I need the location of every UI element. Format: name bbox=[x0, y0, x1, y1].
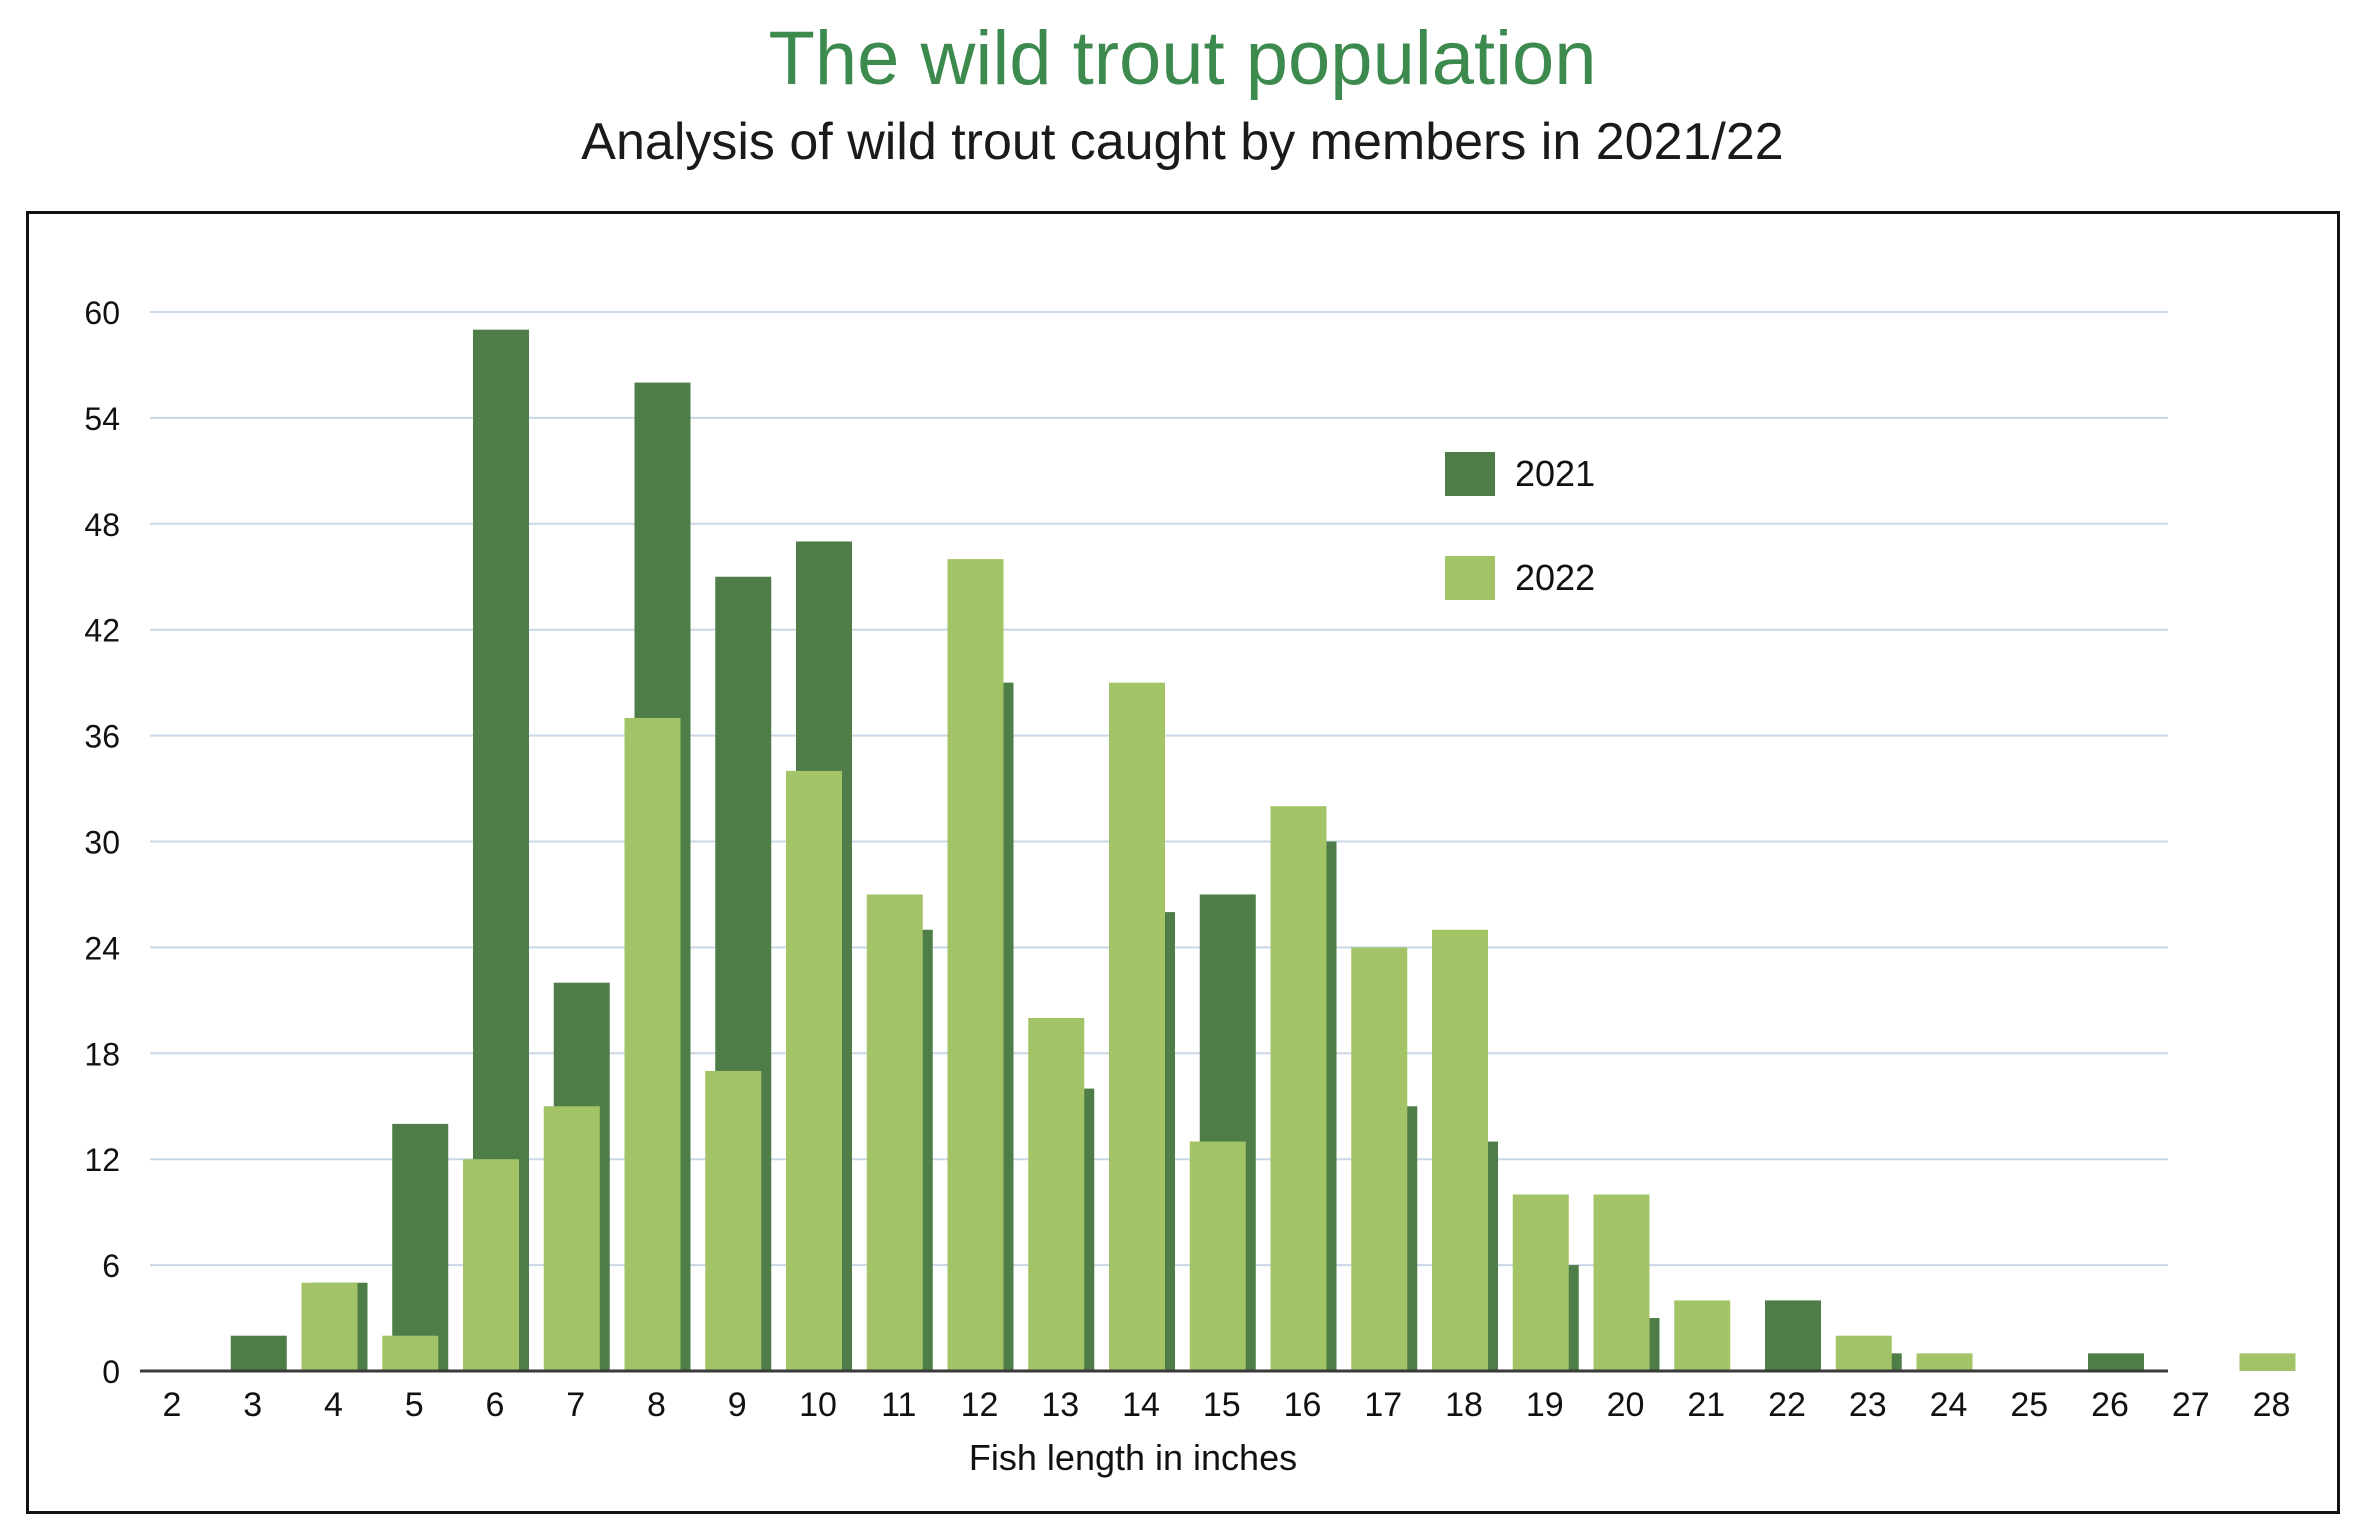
bar-2022 bbox=[301, 1282, 358, 1371]
y-tick-label: 36 bbox=[84, 719, 120, 755]
bar-2022 bbox=[1512, 1194, 1569, 1371]
x-tick-label: 27 bbox=[2172, 1386, 2210, 1424]
bar-2022 bbox=[2239, 1353, 2296, 1371]
bar-2022 bbox=[705, 1070, 762, 1371]
chart-subtitle: Analysis of wild trout caught by members… bbox=[581, 113, 1784, 171]
bar-2022 bbox=[866, 894, 923, 1371]
x-tick-label: 24 bbox=[1930, 1386, 1968, 1424]
bar-2022 bbox=[382, 1335, 439, 1371]
y-tick-label: 42 bbox=[84, 613, 120, 649]
bar-2022 bbox=[624, 717, 681, 1371]
bar-2022 bbox=[1189, 1141, 1246, 1371]
bar-2022 bbox=[1916, 1353, 1973, 1371]
legend: 2021 2022 bbox=[1445, 452, 1595, 600]
x-tick-label: 26 bbox=[2091, 1386, 2129, 1424]
legend-label: 2021 bbox=[1515, 453, 1595, 494]
chart-frame bbox=[26, 211, 2340, 1514]
y-tick-label: 18 bbox=[84, 1036, 120, 1072]
bar-2022 bbox=[1351, 947, 1408, 1371]
x-tick-label: 18 bbox=[1445, 1386, 1483, 1424]
x-tick-label: 2 bbox=[163, 1386, 182, 1424]
bar-2021 bbox=[392, 1123, 449, 1371]
x-tick-label: 16 bbox=[1284, 1386, 1322, 1424]
chart-title: The wild trout population bbox=[768, 16, 1597, 101]
bar-2022 bbox=[1028, 1018, 1085, 1371]
bar-2022 bbox=[543, 1106, 600, 1371]
x-tick-label: 15 bbox=[1203, 1386, 1241, 1424]
x-tick-label: 5 bbox=[405, 1386, 424, 1424]
y-tick-label: 48 bbox=[84, 507, 120, 543]
x-tick-label: 20 bbox=[1607, 1386, 1645, 1424]
bar-2022 bbox=[463, 1159, 519, 1371]
x-tick-label: 4 bbox=[324, 1386, 343, 1424]
x-tick-label: 9 bbox=[728, 1386, 747, 1424]
bar-2022 bbox=[1674, 1300, 1731, 1371]
bar-2021 bbox=[230, 1335, 287, 1371]
x-tick-label: 28 bbox=[2253, 1386, 2291, 1424]
x-tick-label: 21 bbox=[1687, 1386, 1725, 1424]
bar-2022 bbox=[786, 770, 842, 1371]
bar-2022 bbox=[947, 559, 1004, 1371]
x-tick-label: 11 bbox=[881, 1386, 916, 1424]
bar-2022 bbox=[1270, 806, 1327, 1371]
x-axis-label: Fish length in inches bbox=[969, 1437, 1297, 1478]
x-tick-label: 19 bbox=[1526, 1386, 1564, 1424]
y-tick-label: 24 bbox=[84, 930, 120, 966]
y-tick-label: 0 bbox=[102, 1354, 120, 1390]
x-tick-label: 14 bbox=[1122, 1386, 1160, 1424]
x-tick-label: 10 bbox=[799, 1386, 837, 1424]
x-tick-label: 17 bbox=[1364, 1386, 1402, 1424]
x-tick-label: 22 bbox=[1768, 1386, 1806, 1424]
bar-2021 bbox=[2088, 1353, 2144, 1371]
y-tick-label: 6 bbox=[102, 1248, 120, 1284]
bar-2022 bbox=[1835, 1335, 1892, 1371]
y-tick-label: 60 bbox=[84, 295, 120, 331]
y-tick-label: 54 bbox=[84, 401, 120, 437]
x-tick-label: 8 bbox=[647, 1386, 666, 1424]
x-tick-label: 3 bbox=[243, 1386, 262, 1424]
bar-2021 bbox=[1765, 1300, 1821, 1371]
legend-swatch bbox=[1445, 556, 1495, 600]
bar-2022 bbox=[1432, 929, 1488, 1371]
x-tick-label: 12 bbox=[961, 1386, 999, 1424]
legend-label: 2022 bbox=[1515, 557, 1595, 598]
bars bbox=[230, 329, 2296, 1372]
bar-2022 bbox=[1593, 1194, 1650, 1371]
x-tick-label: 25 bbox=[2010, 1386, 2048, 1424]
x-tick-label: 23 bbox=[1849, 1386, 1887, 1424]
y-tick-label: 12 bbox=[84, 1142, 120, 1178]
y-tick-label: 30 bbox=[84, 825, 120, 861]
bar-2022 bbox=[1109, 682, 1165, 1371]
x-tick-label: 6 bbox=[486, 1386, 505, 1424]
legend-swatch bbox=[1445, 452, 1495, 496]
x-tick-label: 7 bbox=[566, 1386, 585, 1424]
x-tick-label: 13 bbox=[1041, 1386, 1079, 1424]
